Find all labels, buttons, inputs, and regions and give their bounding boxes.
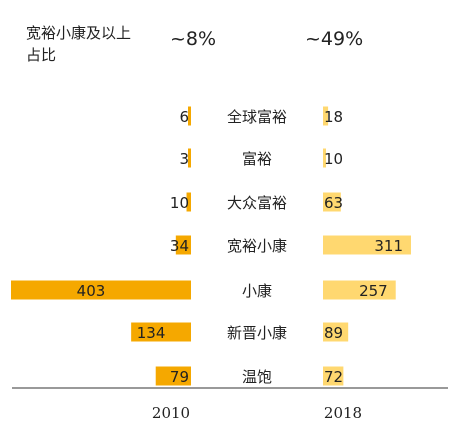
category-label-4: 小康 bbox=[242, 282, 272, 300]
bar-2010-4 bbox=[11, 280, 191, 300]
bar-2018-2 bbox=[323, 192, 341, 212]
bar-2018-4 bbox=[323, 280, 396, 300]
share-2018: ~49% bbox=[305, 28, 364, 50]
share-label: 宽裕小康及以上占比 bbox=[26, 24, 132, 64]
value-2018-3: 311 bbox=[374, 237, 403, 255]
category-label-1: 富裕 bbox=[242, 150, 272, 168]
bar-2010-0 bbox=[188, 106, 191, 126]
category-label-2: 大众富裕 bbox=[227, 194, 287, 212]
bar-2018-5 bbox=[323, 322, 349, 342]
year-label-2018: 2018 bbox=[324, 404, 362, 422]
category-label-0: 全球富裕 bbox=[227, 108, 287, 126]
category-label-3: 宽裕小康 bbox=[227, 237, 287, 255]
value-2018-5: 89 bbox=[324, 324, 343, 342]
category-label-5: 新晋小康 bbox=[227, 324, 287, 342]
value-2010-5: 134 bbox=[137, 324, 166, 342]
share-2010: ~8% bbox=[170, 28, 217, 50]
value-2018-2: 63 bbox=[324, 194, 343, 212]
value-2018-1: 10 bbox=[324, 150, 343, 168]
bar-2018-0 bbox=[323, 106, 329, 126]
value-2010-3: 34 bbox=[170, 237, 189, 255]
value-2010-1: 3 bbox=[179, 150, 189, 168]
value-2018-6: 72 bbox=[324, 368, 343, 386]
value-2010-4: 403 bbox=[77, 282, 106, 300]
bar-2018-6 bbox=[323, 366, 344, 386]
category-label-6: 温饱 bbox=[242, 368, 272, 386]
bar-2010-3 bbox=[175, 235, 191, 255]
value-2010-6: 79 bbox=[170, 368, 189, 386]
bar-2010-1 bbox=[188, 148, 191, 168]
year-label-2010: 2010 bbox=[152, 404, 190, 422]
bar-2010-5 bbox=[131, 322, 191, 342]
value-2018-4: 257 bbox=[359, 282, 388, 300]
bar-2010-6 bbox=[155, 366, 191, 386]
value-2010-2: 10 bbox=[170, 194, 189, 212]
value-2010-0: 6 bbox=[179, 108, 189, 126]
bar-2018-3 bbox=[323, 235, 411, 255]
bar-2010-2 bbox=[186, 192, 191, 212]
bar-2018-1 bbox=[323, 148, 326, 168]
value-2018-0: 18 bbox=[324, 108, 343, 126]
